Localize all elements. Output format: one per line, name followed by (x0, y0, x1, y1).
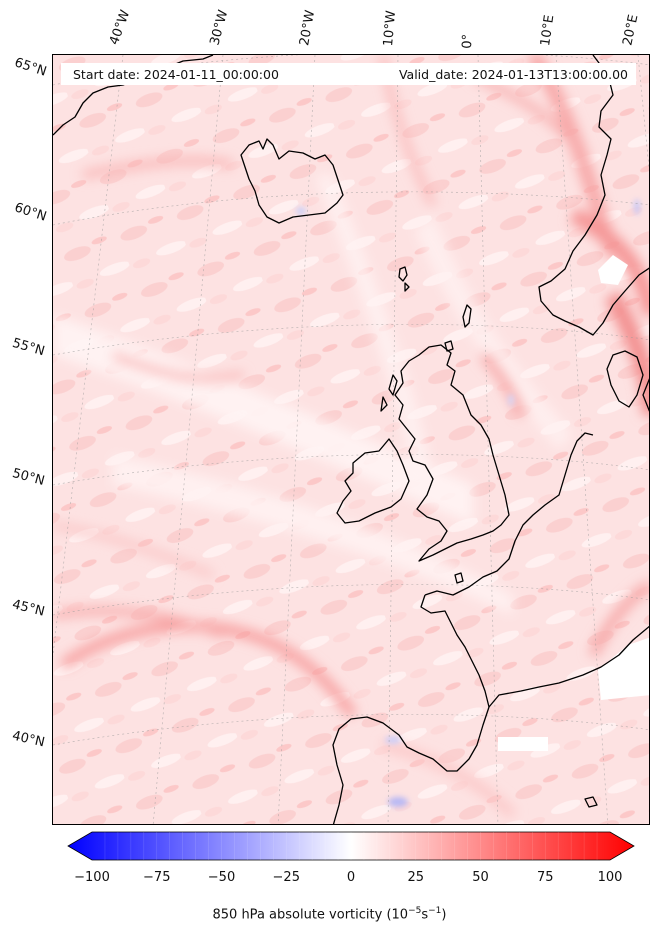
date-header: Start date: 2024-01-11_00:00:00 Valid_da… (61, 63, 636, 85)
lat-label: 45°N (10, 597, 47, 620)
colorbar-tick-label: 75 (536, 870, 554, 885)
colorbar-label: 850 hPa absolute vorticity (10−5s−1) (212, 906, 447, 923)
colorbar-tick-label: 25 (407, 870, 425, 885)
colorbar-tick-label: 50 (472, 870, 489, 885)
lat-label: 55°N (10, 335, 47, 360)
lon-label: 10°E (538, 13, 558, 47)
map-canvas (53, 55, 649, 824)
colorbar (67, 831, 635, 861)
colorbar-tick-label: −75 (143, 870, 171, 885)
lon-label: 10°W (381, 9, 400, 47)
lon-label: 20°W (297, 9, 319, 48)
colorbar-tick-label: 100 (597, 870, 623, 885)
lat-label: 65°N (12, 55, 49, 80)
lon-label: 20°E (620, 13, 642, 48)
vorticity-map: Start date: 2024-01-11_00:00:00 Valid_da… (52, 54, 650, 825)
lon-label: 30°W (207, 8, 232, 47)
colorbar-tick-label: −100 (74, 870, 110, 885)
white-patches (498, 255, 649, 751)
colorbar-steps (104, 832, 598, 860)
graticule (53, 55, 649, 824)
lat-label: 60°N (12, 200, 49, 225)
colorbar-tick-label: −50 (207, 870, 236, 885)
lon-label: 40°W (106, 8, 134, 47)
vorticity-features (53, 55, 649, 819)
start-date-label: Start date: 2024-01-11_00:00:00 (73, 67, 279, 82)
valid-date-label: Valid_date: 2024-01-13T13:00:00.00 (398, 67, 628, 82)
lat-label: 40°N (10, 728, 47, 751)
colorbar-tick-label: −25 (272, 870, 300, 885)
colorbar-bar (67, 831, 635, 861)
lon-label: 0° (460, 33, 476, 49)
lat-label: 50°N (10, 466, 47, 489)
negative-vorticity (296, 199, 640, 807)
colorbar-tick-label: 0 (346, 870, 356, 885)
